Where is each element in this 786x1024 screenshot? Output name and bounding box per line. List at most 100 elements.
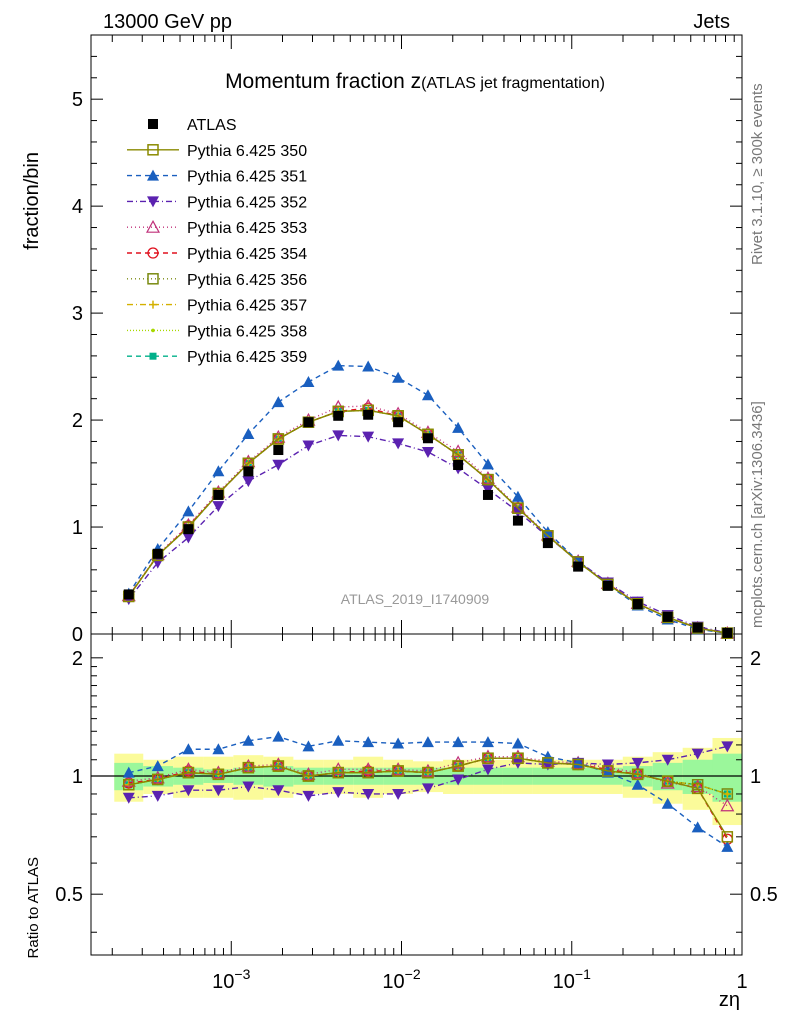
ratio-point-pythia-6.425-351 bbox=[182, 743, 195, 755]
ratio-point-pythia-6.425-351 bbox=[272, 730, 285, 742]
atlas-data-point bbox=[602, 580, 613, 591]
chart-title: Momentum fraction z(ATLAS jet fragmentat… bbox=[225, 70, 605, 93]
ratio-point-pythia-6.425-352 bbox=[631, 757, 644, 769]
ratio-point-pythia-6.425-350 bbox=[631, 768, 644, 781]
x-axis-label: zη bbox=[719, 989, 740, 1011]
point-pythia-6.425-352 bbox=[212, 501, 225, 513]
ratio-point-pythia-6.425-352 bbox=[212, 785, 225, 797]
ratio-point-pythia-6.425-353 bbox=[301, 767, 316, 780]
legend-marker bbox=[149, 300, 157, 309]
y-tick-label: 0 bbox=[72, 624, 83, 646]
legend-marker-atlas bbox=[148, 119, 158, 129]
legend-marker bbox=[147, 247, 159, 259]
ratio-point-pythia-6.425-351 bbox=[452, 736, 465, 748]
ratio-point-pythia-6.425-351 bbox=[541, 750, 554, 762]
ratio-point-pythia-6.425-352 bbox=[421, 783, 434, 795]
atlas-data-point bbox=[722, 627, 733, 638]
point-pythia-6.425-352 bbox=[272, 459, 285, 471]
ratio-point-pythia-6.425-357 bbox=[723, 789, 732, 798]
point-pythia-6.425-351 bbox=[272, 396, 285, 408]
atlas-data-point bbox=[213, 489, 224, 500]
ratio-point-pythia-6.425-352 bbox=[272, 785, 285, 797]
ratio-point-pythia-6.425-351 bbox=[631, 778, 644, 790]
ratio-point-pythia-6.425-351 bbox=[242, 734, 255, 746]
point-pythia-6.425-352 bbox=[362, 431, 375, 443]
ratio-point-pythia-6.425-350 bbox=[542, 757, 554, 769]
ratio-point-pythia-6.425-350 bbox=[392, 765, 404, 777]
legend-label: Pythia 6.425 357 bbox=[187, 298, 307, 315]
legend-marker bbox=[151, 328, 155, 333]
ratio-point-pythia-6.425-353 bbox=[630, 765, 645, 779]
x-tick-label: 10−3 bbox=[212, 966, 250, 993]
ratio-point-pythia-6.425-350 bbox=[422, 766, 434, 779]
ratio-point-pythia-6.425-353 bbox=[480, 749, 495, 763]
ratio-point-pythia-6.425-352 bbox=[362, 788, 375, 800]
ratio-point-pythia-6.425-352 bbox=[242, 781, 255, 793]
ratio-line-pythia-6.425-350 bbox=[128, 757, 728, 838]
point-pythia-6.425-352 bbox=[511, 506, 524, 518]
point-pythia-6.425-352 bbox=[481, 484, 494, 496]
ratio-tick-label: 2 bbox=[72, 648, 83, 670]
ratio-point-pythia-6.425-353 bbox=[181, 762, 196, 775]
ratio-point-pythia-6.425-351 bbox=[332, 734, 345, 746]
point-pythia-6.425-351 bbox=[511, 490, 524, 502]
ratio-point-pythia-6.425-352 bbox=[601, 759, 614, 771]
point-pythia-6.425-351 bbox=[452, 421, 465, 433]
ratio-point-pythia-6.425-350 bbox=[152, 773, 164, 786]
ratio-point-pythia-6.425-353 bbox=[211, 765, 226, 779]
ratio-point-pythia-6.425-350 bbox=[242, 761, 255, 774]
ratio-point-pythia-6.425-350 bbox=[332, 766, 344, 779]
legend-label: Pythia 6.425 353 bbox=[187, 220, 307, 237]
legend-label: Pythia 6.425 359 bbox=[187, 349, 307, 366]
ratio-tick-label-right: 1 bbox=[750, 766, 761, 788]
ratio-point-pythia-6.425-350 bbox=[482, 752, 494, 764]
ratio-point-pythia-6.425-351 bbox=[721, 840, 734, 852]
legend-marker bbox=[145, 219, 161, 233]
point-pythia-6.425-351 bbox=[332, 359, 345, 371]
y-tick-label: 5 bbox=[72, 89, 83, 111]
legend-label: Pythia 6.425 351 bbox=[187, 169, 307, 186]
ratio-point-pythia-6.425-352 bbox=[392, 788, 405, 800]
x-tick-base: 10 bbox=[212, 971, 234, 993]
atlas-data-point bbox=[243, 466, 254, 477]
ratio-point-pythia-6.425-350 bbox=[721, 831, 734, 843]
x-tick-base: 1 bbox=[736, 971, 747, 993]
legend-label: Pythia 6.425 356 bbox=[187, 272, 307, 289]
legend-marker bbox=[149, 352, 157, 360]
ratio-point-pythia-6.425-350 bbox=[602, 765, 614, 777]
ratio-point-pythia-6.425-351 bbox=[212, 743, 225, 755]
ratio-point-pythia-6.425-353 bbox=[391, 762, 406, 775]
atlas-data-point bbox=[303, 417, 314, 428]
point-pythia-6.425-352 bbox=[302, 440, 315, 452]
ratio-point-pythia-6.425-351 bbox=[601, 766, 614, 778]
atlas-data-point bbox=[692, 622, 703, 633]
point-pythia-6.425-351 bbox=[182, 505, 195, 517]
ratio-point-pythia-6.425-351 bbox=[421, 736, 434, 748]
point-pythia-6.425-351 bbox=[421, 389, 434, 401]
ratio-point-pythia-6.425-350 bbox=[272, 760, 285, 772]
atlas-data-point bbox=[453, 459, 464, 470]
atlas-data-point bbox=[393, 417, 404, 428]
y-axis-label: fraction/bin bbox=[21, 152, 43, 250]
atlas-data-point bbox=[123, 589, 134, 600]
x-tick-exponent: −1 bbox=[575, 966, 591, 982]
atlas-data-point bbox=[333, 410, 344, 421]
ratio-point-pythia-6.425-352 bbox=[452, 774, 465, 786]
x-tick-label: 10−1 bbox=[553, 966, 591, 993]
atlas-data-point bbox=[573, 561, 584, 572]
ratio-point-pythia-6.425-351 bbox=[511, 737, 524, 749]
legend-label: Pythia 6.425 358 bbox=[187, 323, 307, 340]
legend-label: Pythia 6.425 352 bbox=[187, 194, 307, 211]
point-pythia-6.425-350 bbox=[272, 433, 285, 445]
ratio-point-pythia-6.425-353 bbox=[271, 757, 286, 771]
ratio-point-pythia-6.425-351 bbox=[302, 740, 315, 752]
atlas-data-point bbox=[273, 445, 284, 456]
x-tick-exponent: −3 bbox=[234, 966, 250, 982]
ratio-point-pythia-6.425-353 bbox=[241, 758, 256, 772]
ratio-point-pythia-6.425-353 bbox=[451, 755, 466, 769]
y-tick-label: 1 bbox=[72, 517, 83, 539]
ratio-point-pythia-6.425-351 bbox=[122, 766, 135, 778]
x-tick-label: 1 bbox=[736, 971, 747, 993]
